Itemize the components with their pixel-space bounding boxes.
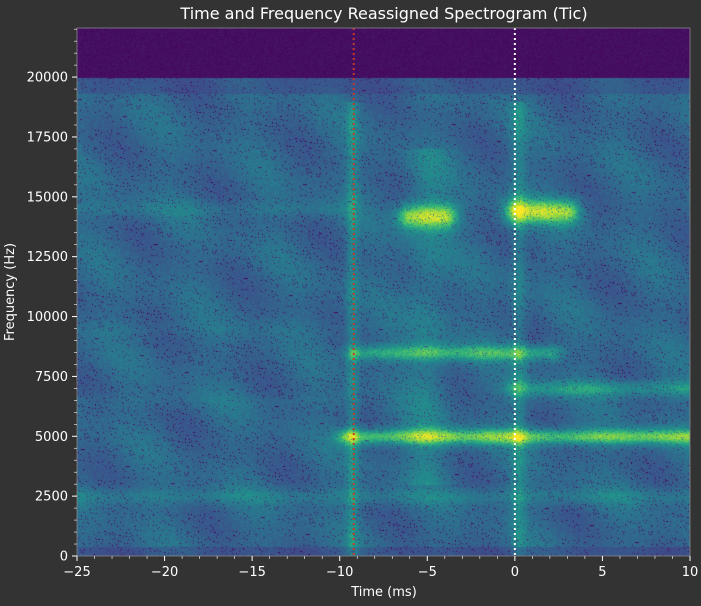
y-tick-label: 20000 [27,71,68,86]
time-markers [352,28,516,556]
y-tick-label: 0 [60,550,68,565]
x-tick-label: −10 [326,565,353,580]
y-tick-label: 12500 [27,250,68,265]
x-tick-label: −20 [151,565,178,580]
plot-frame [76,27,691,557]
chart-title: Time and Frequency Reassigned Spectrogra… [179,4,587,23]
plot-area [76,27,691,557]
spectrogram-heatmap [77,28,690,556]
x-axis: −25 −20 −15 −10 −5 0 5 10 [63,556,698,580]
x-tick-label: 10 [682,565,699,580]
y-tick-label: 17500 [27,130,68,145]
y-tick-label: 7500 [35,370,68,385]
y-tick-label: 10000 [27,310,68,325]
y-tick-label: 2500 [35,490,68,505]
y-tick-label: 5000 [35,430,68,445]
x-tick-label: −25 [63,565,90,580]
y-tick-label: 15000 [27,190,68,205]
x-tick-label: 0 [511,565,519,580]
y-axis: 0 2500 5000 7500 10000 12500 15000 17500 20000 [27,28,77,565]
x-tick-label: 5 [598,565,606,580]
x-axis-label: Time (ms) [350,585,417,600]
x-tick-label: −15 [238,565,265,580]
y-axis-label: Frequency (Hz) [3,243,18,341]
x-tick-label: −5 [418,565,437,580]
